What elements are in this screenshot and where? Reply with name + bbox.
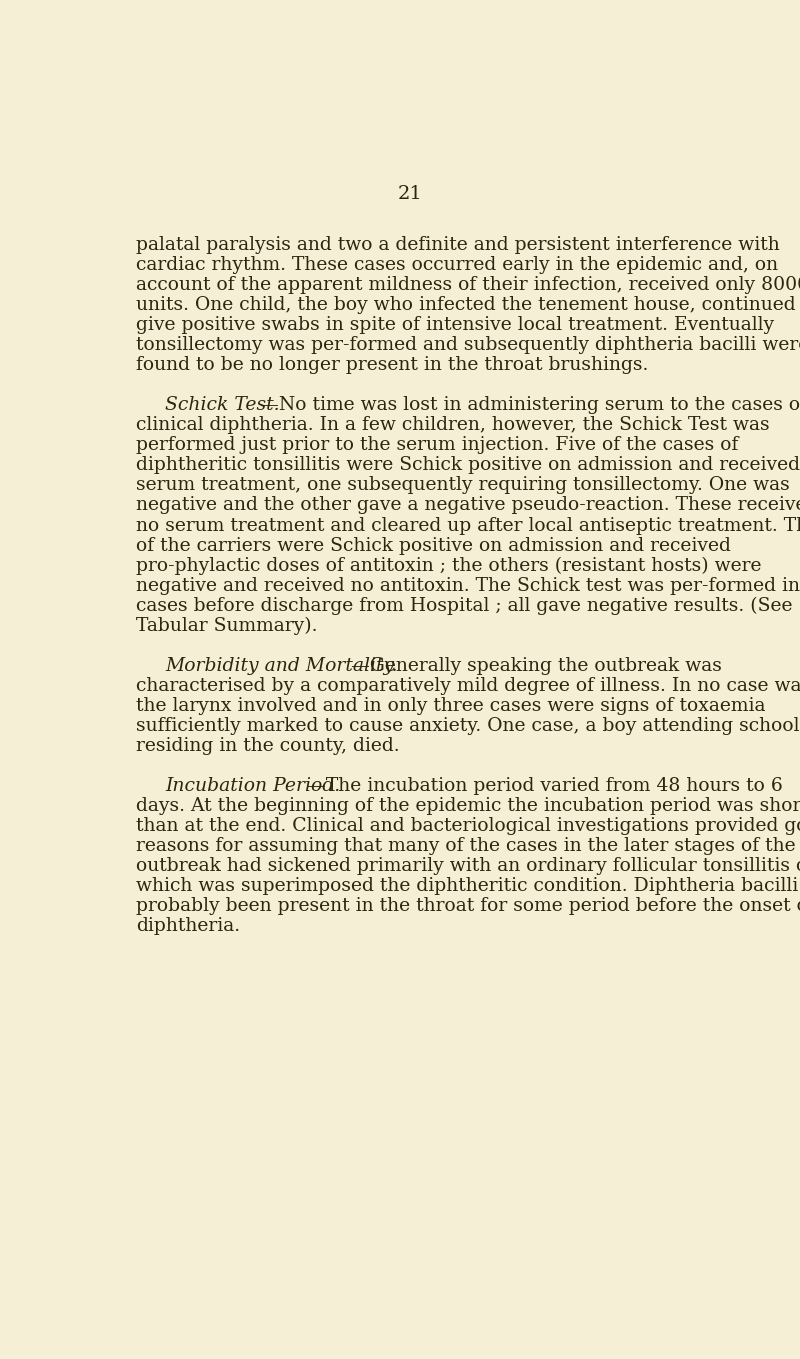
Text: serum treatment, one subsequently requiring tonsillectomy. One was: serum treatment, one subsequently requir…: [136, 477, 790, 495]
Text: —Generally speaking the outbreak was: —Generally speaking the outbreak was: [346, 656, 722, 674]
Text: palatal paralysis and two a definite and persistent interference with: palatal paralysis and two a definite and…: [136, 236, 779, 254]
Text: negative and the other gave a negative pseudo-reaction. These received: negative and the other gave a negative p…: [136, 496, 800, 515]
Text: —No time was lost in administering serum to the cases of: —No time was lost in administering serum…: [254, 397, 800, 414]
Text: negative and received no antitoxin. The Schick test was per-formed in all: negative and received no antitoxin. The …: [136, 576, 800, 595]
Text: units. One child, the boy who infected the tenement house, continued to: units. One child, the boy who infected t…: [136, 296, 800, 314]
Text: characterised by a comparatively mild degree of illness. In no case was: characterised by a comparatively mild de…: [136, 677, 800, 694]
Text: days. At the beginning of the epidemic the incubation period was shorter: days. At the beginning of the epidemic t…: [136, 796, 800, 815]
Text: no serum treatment and cleared up after local antiseptic treatment. Three: no serum treatment and cleared up after …: [136, 516, 800, 534]
Text: cases before discharge from Hospital ; all gave negative results. (See: cases before discharge from Hospital ; a…: [136, 597, 792, 614]
Text: Schick Test.: Schick Test.: [165, 397, 280, 414]
Text: Incubation Period.: Incubation Period.: [165, 777, 340, 795]
Text: Morbidity and Mortality.: Morbidity and Mortality.: [165, 656, 398, 674]
Text: found to be no longer present in the throat brushings.: found to be no longer present in the thr…: [136, 356, 648, 374]
Text: pro-phylactic doses of antitoxin ; the others (resistant hosts) were: pro-phylactic doses of antitoxin ; the o…: [136, 557, 761, 575]
Text: 21: 21: [398, 185, 422, 202]
Text: diphtheria.: diphtheria.: [136, 917, 240, 935]
Text: reasons for assuming that many of the cases in the later stages of the: reasons for assuming that many of the ca…: [136, 837, 795, 855]
Text: cardiac rhythm. These cases occurred early in the epidemic and, on: cardiac rhythm. These cases occurred ear…: [136, 257, 778, 275]
Text: outbreak had sickened primarily with an ordinary follicular tonsillitis on: outbreak had sickened primarily with an …: [136, 858, 800, 875]
Text: —The incubation period varied from 48 hours to 6: —The incubation period varied from 48 ho…: [301, 777, 782, 795]
Text: of the carriers were Schick positive on admission and received: of the carriers were Schick positive on …: [136, 537, 730, 554]
Text: sufficiently marked to cause anxiety. One case, a boy attending school and: sufficiently marked to cause anxiety. On…: [136, 716, 800, 735]
Text: probably been present in the throat for some period before the onset of: probably been present in the throat for …: [136, 897, 800, 915]
Text: than at the end. Clinical and bacteriological investigations provided good: than at the end. Clinical and bacteriolo…: [136, 817, 800, 834]
Text: tonsillectomy was per-formed and subsequently diphtheria bacilli were: tonsillectomy was per-formed and subsequ…: [136, 336, 800, 355]
Text: residing in the county, died.: residing in the county, died.: [136, 737, 399, 754]
Text: which was superimposed the diphtheritic condition. Diphtheria bacilli had: which was superimposed the diphtheritic …: [136, 877, 800, 894]
Text: give positive swabs in spite of intensive local treatment. Eventually: give positive swabs in spite of intensiv…: [136, 317, 774, 334]
Text: the larynx involved and in only three cases were signs of toxaemia: the larynx involved and in only three ca…: [136, 697, 765, 715]
Text: performed just prior to the serum injection. Five of the cases of: performed just prior to the serum inject…: [136, 436, 738, 454]
Text: diphtheritic tonsillitis were Schick positive on admission and received: diphtheritic tonsillitis were Schick pos…: [136, 457, 800, 474]
Text: Tabular Summary).: Tabular Summary).: [136, 617, 317, 635]
Text: account of the apparent mildness of their infection, received only 8000: account of the apparent mildness of thei…: [136, 276, 800, 295]
Text: clinical diphtheria. In a few children, however, the Schick Test was: clinical diphtheria. In a few children, …: [136, 416, 770, 435]
